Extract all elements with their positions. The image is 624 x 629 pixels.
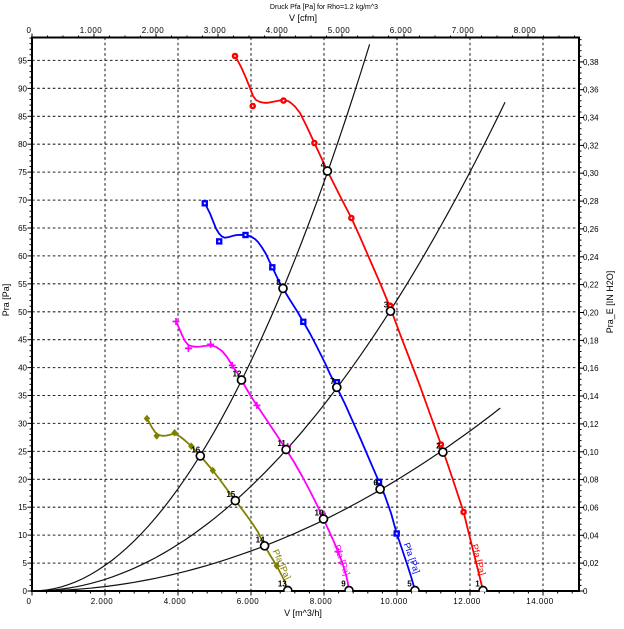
svg-text:10: 10 [18, 531, 27, 540]
svg-text:V [m^3/h]: V [m^3/h] [284, 608, 322, 618]
svg-text:0: 0 [27, 597, 32, 606]
svg-text:65: 65 [18, 224, 27, 233]
svg-text:5.000: 5.000 [328, 26, 351, 35]
svg-text:14.000: 14.000 [526, 597, 554, 606]
svg-text:0,20: 0,20 [583, 309, 599, 318]
svg-text:5: 5 [23, 559, 28, 568]
svg-text:0: 0 [583, 587, 588, 596]
svg-text:0,16: 0,16 [583, 364, 599, 373]
svg-text:5: 5 [407, 579, 412, 588]
svg-text:0,06: 0,06 [583, 503, 599, 512]
svg-text:8.000: 8.000 [310, 597, 333, 606]
svg-text:12: 12 [233, 370, 242, 379]
svg-text:0,10: 0,10 [583, 448, 599, 457]
svg-text:15: 15 [226, 490, 235, 499]
svg-text:11: 11 [277, 439, 286, 448]
svg-text:0,08: 0,08 [583, 476, 599, 485]
svg-text:60: 60 [18, 252, 27, 261]
svg-text:8.000: 8.000 [514, 26, 537, 35]
svg-text:75: 75 [18, 168, 27, 177]
svg-text:0,14: 0,14 [583, 392, 599, 401]
svg-text:0,26: 0,26 [583, 225, 599, 234]
svg-text:0: 0 [27, 26, 32, 35]
svg-text:10: 10 [315, 509, 324, 518]
svg-text:0,30: 0,30 [583, 169, 599, 178]
svg-text:V [cfm]: V [cfm] [289, 13, 317, 23]
svg-text:Druck Pfa [Pa] for Rho=1.2 kg/: Druck Pfa [Pa] for Rho=1.2 kg/m^3 [270, 4, 378, 11]
svg-text:10.000: 10.000 [380, 597, 408, 606]
svg-text:Pra [Pa]: Pra [Pa] [1, 284, 11, 317]
svg-text:0,04: 0,04 [583, 531, 599, 540]
svg-text:Pra_E [IN H2O]: Pra_E [IN H2O] [605, 271, 615, 334]
svg-text:30: 30 [18, 419, 27, 428]
svg-text:0,22: 0,22 [583, 281, 599, 290]
svg-text:0,24: 0,24 [583, 253, 599, 262]
svg-text:95: 95 [18, 56, 27, 65]
svg-text:7.000: 7.000 [452, 26, 475, 35]
svg-text:80: 80 [18, 140, 27, 149]
svg-text:16: 16 [191, 445, 200, 454]
svg-text:13: 13 [278, 579, 287, 588]
svg-text:55: 55 [18, 280, 27, 289]
svg-text:0,36: 0,36 [583, 86, 599, 95]
svg-text:20: 20 [18, 475, 27, 484]
svg-text:0,02: 0,02 [583, 559, 599, 568]
svg-text:2.000: 2.000 [142, 26, 165, 35]
svg-text:0,28: 0,28 [583, 197, 599, 206]
svg-text:6: 6 [373, 479, 378, 488]
svg-text:90: 90 [18, 84, 27, 93]
svg-text:7: 7 [330, 377, 335, 386]
svg-text:9: 9 [341, 579, 346, 588]
svg-text:3.000: 3.000 [204, 26, 227, 35]
svg-text:15: 15 [18, 503, 27, 512]
svg-text:14: 14 [256, 535, 265, 544]
svg-text:4: 4 [321, 161, 326, 170]
svg-text:70: 70 [18, 196, 27, 205]
svg-text:4.000: 4.000 [266, 26, 289, 35]
svg-text:8: 8 [276, 278, 281, 287]
svg-text:3: 3 [384, 301, 389, 310]
svg-text:0,32: 0,32 [583, 141, 599, 150]
svg-text:1: 1 [475, 579, 480, 588]
svg-text:0,18: 0,18 [583, 336, 599, 345]
svg-text:0,12: 0,12 [583, 420, 599, 429]
svg-text:0,34: 0,34 [583, 114, 599, 123]
svg-text:6.000: 6.000 [237, 597, 260, 606]
svg-text:40: 40 [18, 364, 27, 373]
svg-text:4.000: 4.000 [164, 597, 187, 606]
svg-text:0: 0 [23, 587, 28, 596]
svg-text:45: 45 [18, 336, 27, 345]
svg-text:0,38: 0,38 [583, 58, 599, 67]
svg-text:6.000: 6.000 [390, 26, 413, 35]
svg-text:1.000: 1.000 [80, 26, 103, 35]
svg-text:50: 50 [18, 308, 27, 317]
svg-text:35: 35 [18, 392, 27, 401]
svg-text:12.000: 12.000 [453, 597, 481, 606]
svg-text:2: 2 [436, 442, 441, 451]
svg-text:85: 85 [18, 112, 27, 121]
svg-text:25: 25 [18, 447, 27, 456]
svg-text:2.000: 2.000 [91, 597, 114, 606]
